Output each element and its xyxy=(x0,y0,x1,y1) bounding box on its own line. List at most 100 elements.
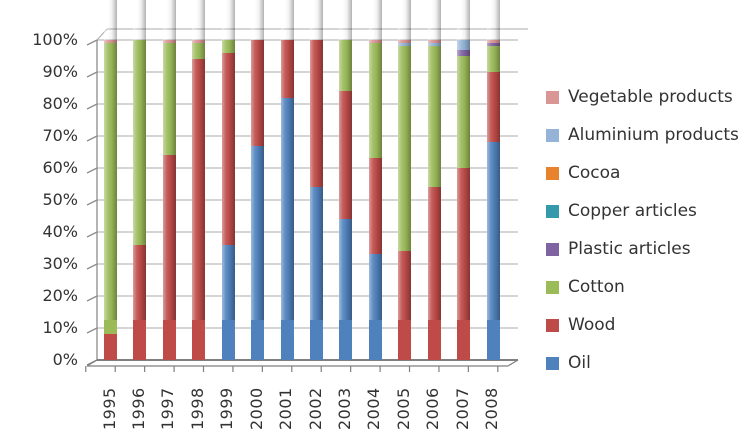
x-tick-label-1996: 1996 xyxy=(128,387,148,430)
y-tick-label: 20% xyxy=(42,286,78,305)
bar-segment-wood xyxy=(162,155,176,360)
legend-swatch-aluminium-products xyxy=(546,128,559,142)
legend-swatch-vegetable-products xyxy=(546,90,559,104)
bar-segment-cotton xyxy=(104,43,117,335)
y-tick-mark xyxy=(86,71,98,78)
bar-segment-oil xyxy=(251,145,265,360)
bar-segment-wood xyxy=(221,52,235,245)
bar-segment-oil xyxy=(310,187,323,360)
y-tick-label: 0% xyxy=(52,350,78,369)
bar-segment-vegetable-products xyxy=(368,40,382,44)
bar-segment-oil xyxy=(221,244,235,360)
x-tick-label-1995: 1995 xyxy=(99,387,119,430)
legend-item-vegetable-products: Vegetable products xyxy=(546,78,739,116)
y-tick-label: 70% xyxy=(42,126,78,145)
x-tick-label-1999: 1999 xyxy=(217,387,237,430)
legend-swatch-cocoa xyxy=(546,166,559,180)
bar-segment-wood xyxy=(192,59,206,360)
bar-segment-cotton xyxy=(192,43,206,60)
bar-segment-wood xyxy=(339,91,353,220)
y-tick-mark xyxy=(86,39,98,46)
x-tick-label-1998: 1998 xyxy=(187,387,207,430)
y-tick-mark xyxy=(86,199,98,206)
x-tick-label-2001: 2001 xyxy=(276,387,296,430)
legend-label: Cotton xyxy=(568,277,625,297)
bar-segment-cotton xyxy=(162,43,176,156)
x-tick-label-2004: 2004 xyxy=(364,387,384,430)
legend-label: Cocoa xyxy=(568,163,621,183)
bar-segment-plastic-articles xyxy=(486,43,500,47)
wall-corner-diagonal xyxy=(96,28,108,41)
bar-segment-vegetable-products xyxy=(162,40,176,44)
bar-segment-cotton xyxy=(427,46,441,188)
bar-segment-aluminium-products xyxy=(398,43,412,47)
legend-label: Wood xyxy=(568,315,616,335)
bar-segment-plastic-articles xyxy=(457,49,471,56)
bar-segment-cotton xyxy=(398,46,412,252)
y-tick-label: 10% xyxy=(42,318,78,337)
bar-segment-wood xyxy=(133,244,147,360)
y-tick-mark xyxy=(86,135,98,142)
legend-item-wood: Wood xyxy=(546,306,739,344)
bar-segment-vegetable-products xyxy=(104,40,117,44)
x-tick-label-2002: 2002 xyxy=(305,387,325,430)
y-tick-label: 50% xyxy=(42,190,78,209)
bar-segment-cotton xyxy=(457,56,471,168)
x-tick-label-2008: 2008 xyxy=(482,387,502,430)
legend-item-oil: Oil xyxy=(546,344,739,382)
legend-swatch-plastic-articles xyxy=(546,242,559,256)
floor-right-diagonal xyxy=(507,359,519,367)
legend-item-cotton: Cotton xyxy=(546,268,739,306)
bar-segment-oil xyxy=(339,219,353,360)
legend-item-plastic-articles: Plastic articles xyxy=(546,230,739,268)
bar-segment-wood xyxy=(104,334,117,360)
legend-item-aluminium-products: Aluminium products xyxy=(546,116,739,154)
x-tick-label-1997: 1997 xyxy=(158,387,178,430)
y-tick-mark xyxy=(86,327,98,334)
y-tick-label: 100% xyxy=(32,30,78,49)
y-tick-label: 60% xyxy=(42,158,78,177)
bar-segment-aluminium-products xyxy=(457,40,471,50)
legend-label: Copper articles xyxy=(568,201,697,221)
bar-segment-cotton xyxy=(368,43,382,159)
bar-segment-wood xyxy=(251,40,265,146)
bar-segment-wood xyxy=(280,40,294,98)
bar-segment-wood xyxy=(368,158,382,255)
legend-label: Vegetable products xyxy=(568,87,733,107)
bar-segment-cotton xyxy=(339,40,353,92)
x-tick-label-2006: 2006 xyxy=(423,387,443,430)
y-tick-label: 80% xyxy=(42,94,78,113)
bar-segment-oil xyxy=(368,254,382,360)
legend-swatch-copper-articles xyxy=(546,204,559,218)
x-tick-label-2005: 2005 xyxy=(393,387,413,430)
y-tick-label: 40% xyxy=(42,222,78,241)
bar-segment-vegetable-products xyxy=(398,40,412,44)
legend-item-cocoa: Cocoa xyxy=(546,154,739,192)
bar-segment-cotton xyxy=(133,40,147,245)
bar-segment-wood xyxy=(398,251,412,360)
y-tick-mark xyxy=(86,103,98,110)
x-tick-label-2007: 2007 xyxy=(452,387,472,430)
y-tick-label: 90% xyxy=(42,62,78,81)
y-tick-mark xyxy=(86,231,98,238)
legend-label: Aluminium products xyxy=(568,125,739,145)
bar-segment-wood xyxy=(427,187,441,360)
y-tick-label: 30% xyxy=(42,254,78,273)
legend-label: Plastic articles xyxy=(568,239,691,259)
bar-segment-oil xyxy=(486,142,500,360)
bar-segment-vegetable-products xyxy=(192,40,206,44)
bar-segment-oil xyxy=(280,97,294,360)
bar-segment-vegetable-products xyxy=(486,40,500,44)
legend: Vegetable products Aluminium products Coco… xyxy=(546,78,739,382)
x-tick-label-2003: 2003 xyxy=(334,387,354,430)
x-tick-label-2000: 2000 xyxy=(246,387,266,430)
legend-swatch-oil xyxy=(546,356,559,370)
y-tick-mark xyxy=(86,167,98,174)
bar-segment-cotton xyxy=(221,40,235,53)
legend-item-copper-articles: Copper articles xyxy=(546,192,739,230)
y-tick-mark xyxy=(86,295,98,302)
y-tick-mark xyxy=(86,263,98,270)
bar-segment-wood xyxy=(310,40,323,188)
bar-segment-vegetable-products xyxy=(427,40,441,44)
